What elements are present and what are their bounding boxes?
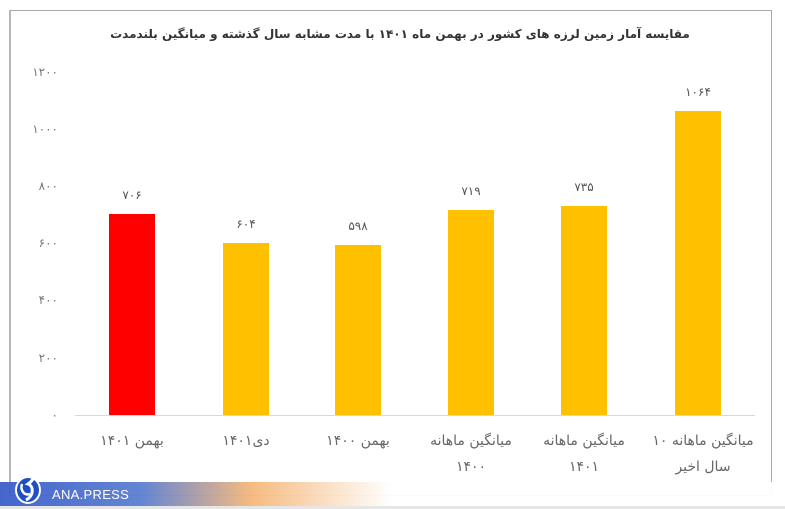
chart-title: مقایسه آمار زمین لرزه های کشور در بهمن م… [110,27,690,41]
bar-dey-1401 [223,243,269,415]
category-label: میانگین ماهانه ۱۴۰۱ [543,433,625,475]
value-label: ۵۹۸ [348,219,368,233]
category-label: بهمن ۱۴۰۰ [326,433,390,449]
y-tick-200: ۲۰۰ [38,351,58,365]
bar-avg-1401 [561,206,607,415]
ana-logo-icon [15,464,41,504]
value-label: ۷۰۶ [122,188,142,202]
value-label: ۱۰۶۴ [685,85,711,99]
watermark-band [0,482,785,509]
category-label: بهمن ۱۴۰۱ [100,433,164,449]
x-axis-line [75,415,755,416]
bar-avg-10yr [675,111,721,415]
bar-avg-1400 [448,210,494,415]
value-label: ۷۳۵ [574,180,594,194]
value-label: ۷۱۹ [461,184,481,198]
y-tick-800: ۸۰۰ [38,179,58,193]
value-label: ۶۰۴ [236,217,256,231]
y-tick-400: ۴۰۰ [38,293,58,307]
footer-divider [0,506,785,509]
watermark-brand: ANA.PRESS [52,487,130,502]
category-label: میانگین ماهانه ۱۰ سال اخیر [652,433,754,475]
bar-bahman-1401 [109,214,155,415]
y-tick-600: ۶۰۰ [38,236,58,250]
category-label: میانگین ماهانه ۱۴۰۰ [430,433,512,475]
y-tick-1000: ۱۰۰۰ [32,122,58,136]
bar-bahman-1400 [335,245,381,415]
y-tick-1200: ۱۲۰۰ [32,65,58,79]
y-tick-0: ۰ [51,408,58,422]
category-label: دی۱۴۰۱ [222,433,270,449]
